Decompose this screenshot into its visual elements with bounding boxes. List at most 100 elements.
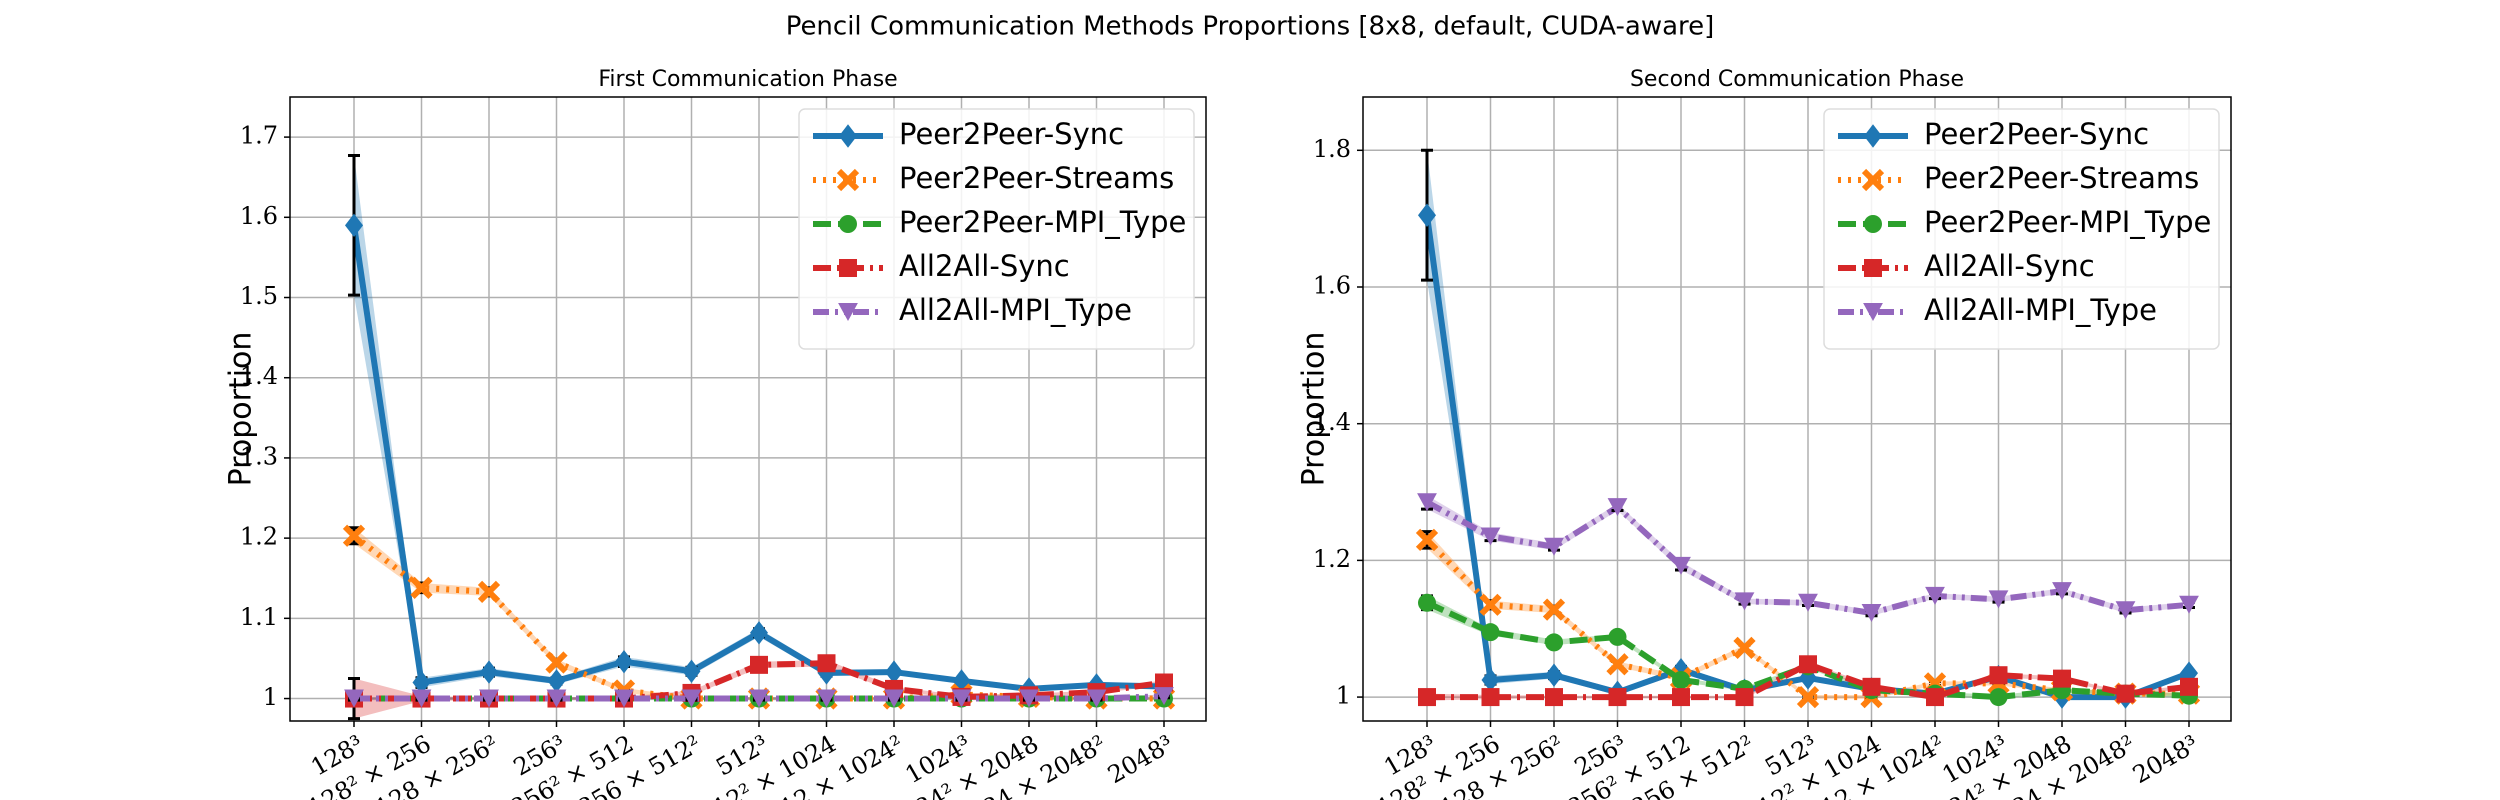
marker [1418,688,1436,707]
marker [1481,688,1500,707]
marker [2180,677,2198,696]
legend-label: Peer2Peer-Sync [899,117,1124,151]
marker [1542,598,1566,621]
marker [1545,688,1563,707]
marker [344,689,364,708]
marker [411,689,432,708]
marker [1863,303,1883,321]
marker [1544,537,1564,556]
marker [749,689,769,708]
marker [547,669,566,693]
y-tick-label: 1.2 [240,523,278,551]
marker [816,689,837,708]
marker [1796,685,1820,709]
marker [1864,124,1882,148]
marker [1799,666,1817,690]
y-tick-label: 1 [263,683,278,711]
marker [1154,687,1174,706]
marker [838,303,858,321]
legend-label: Peer2Peer-Streams [1924,161,2199,195]
y-tick-label: 1.8 [1313,135,1351,163]
marker [615,649,633,674]
y-tick-label: 1.5 [240,282,278,310]
marker [1481,668,1500,692]
y-tick-label: 1.4 [240,362,278,390]
marker [750,655,768,674]
marker [1733,636,1756,659]
marker [1481,623,1500,642]
figure-title: Pencil Communication Methods Proportions… [786,12,1715,42]
y-tick-label: 1 [1336,682,1351,710]
marker [1418,593,1436,612]
y-tick-label: 1.4 [1313,408,1351,436]
marker [2116,684,2135,703]
marker [1019,689,1039,708]
marker [681,689,702,708]
marker [1545,633,1563,652]
legend-label: All2All-Sync [899,249,1070,283]
marker [1545,663,1563,687]
marker [545,651,568,674]
legend-box [798,108,1195,350]
marker [839,215,857,233]
marker [1926,688,1944,707]
y-axis-label: Proportion [1297,332,1332,487]
marker [1798,593,1818,612]
marker [1671,556,1691,575]
marker [1861,168,1885,192]
marker [342,524,366,547]
axes-frame [1362,96,2232,722]
marker [1799,655,1817,674]
marker [1672,670,1690,689]
marker [1607,498,1628,517]
y-tick-label: 1.7 [240,122,278,150]
marker [1861,604,1882,623]
marker [1862,677,1881,696]
y-tick-label: 1.1 [240,603,278,631]
marker [682,659,701,683]
marker [2115,601,2136,620]
marker [1415,528,1439,552]
marker [750,621,768,645]
y-tick-label: 1.3 [240,442,278,470]
marker [480,660,498,684]
legend-label: Peer2Peer-Streams [899,161,1174,195]
y-tick-label: 1.2 [1313,545,1351,573]
marker [1864,215,1882,233]
marker [412,670,431,695]
marker [1989,666,2008,685]
marker [546,689,567,708]
marker [2053,669,2071,688]
subplot-title: First Communication Phase [598,67,897,92]
marker [1925,586,1945,605]
marker [1606,653,1629,676]
marker [1988,590,2009,609]
marker [1864,259,1882,277]
marker [2179,595,2199,614]
marker [479,689,499,708]
subplot-title: Second Communication Phase [1630,67,1964,92]
marker [1418,203,1436,227]
marker [1155,673,1173,692]
marker [839,259,857,277]
marker [1480,527,1501,546]
legend-label: Peer2Peer-Sync [1924,117,2149,151]
marker [1672,688,1690,707]
legend-label: All2All-MPI_Type [1924,293,2157,327]
legend-label: Peer2Peer-MPI_Type [1924,205,2211,239]
marker [885,660,903,684]
legend-label: All2All-Sync [1924,249,2095,283]
marker [1417,493,1437,512]
marker [839,124,857,148]
marker [884,689,904,708]
y-axis-label: Proportion [224,332,259,487]
marker [1086,689,1107,708]
marker [1672,658,1690,682]
marker [345,213,363,238]
marker [410,576,433,599]
marker [836,168,860,192]
y-tick-label: 1.6 [240,202,278,230]
marker [1608,627,1627,646]
marker [2052,582,2072,601]
